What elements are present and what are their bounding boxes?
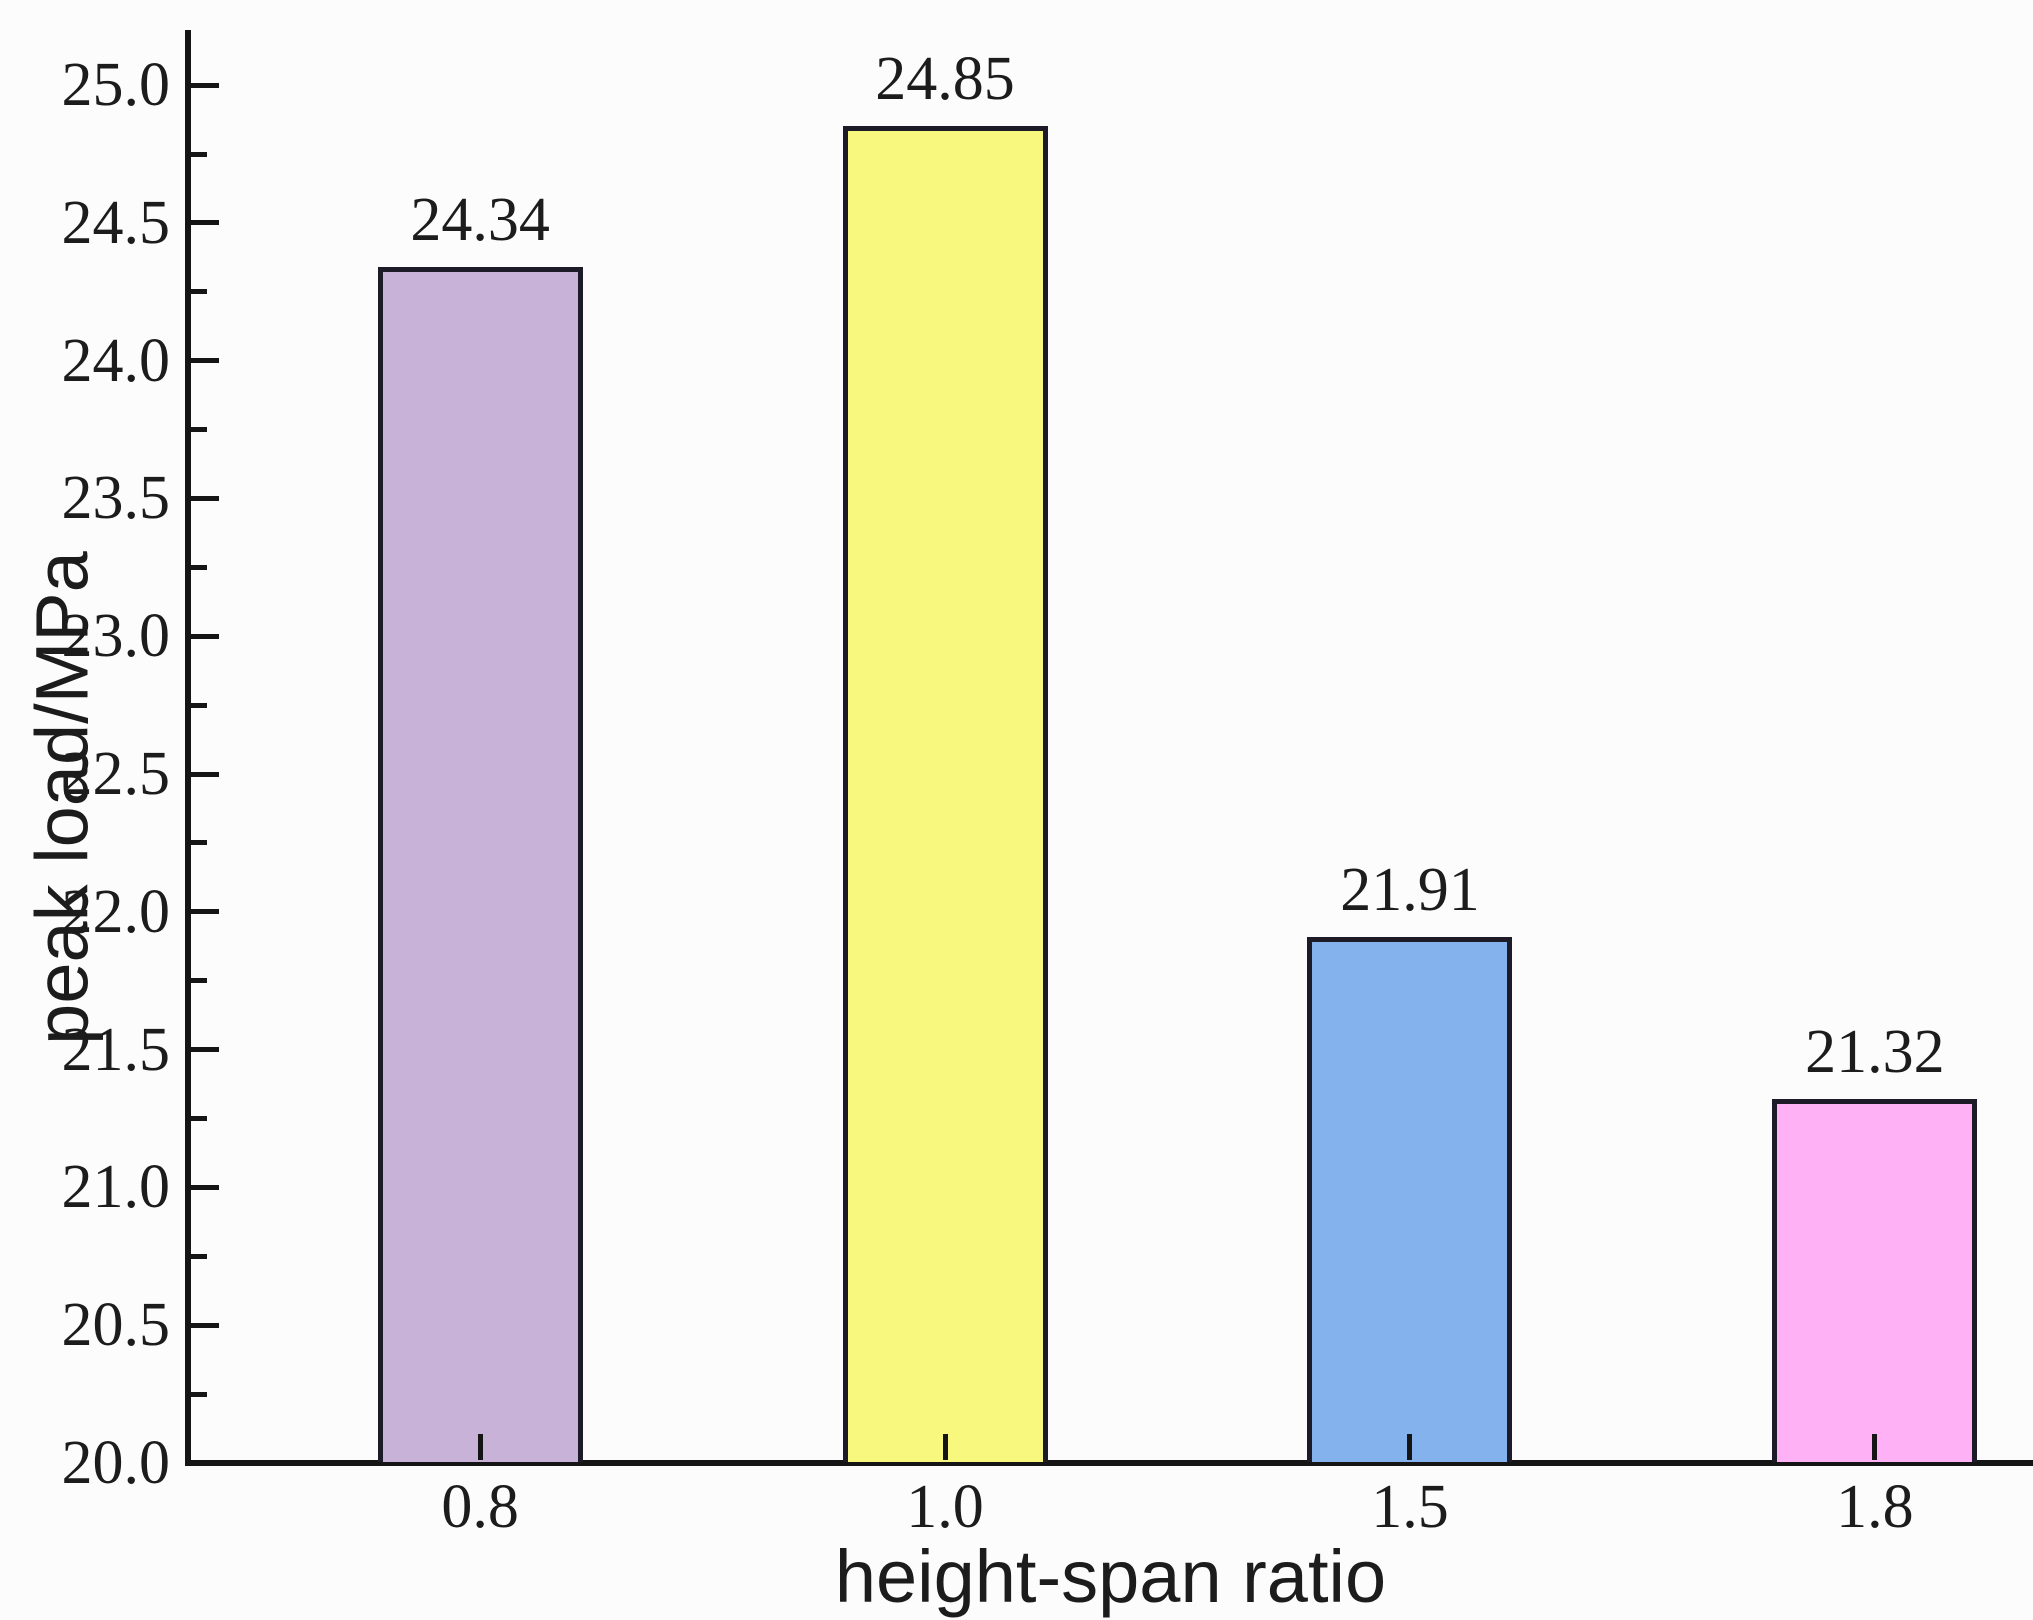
y-tick-label: 21.5 [61, 1015, 171, 1084]
y-minor-tick [191, 151, 207, 157]
x-major-tick [1407, 1434, 1413, 1460]
y-tick-label: 21.0 [61, 1153, 171, 1222]
y-minor-tick [191, 978, 207, 984]
bar-0.8 [377, 266, 583, 1462]
x-tick-label: 0.8 [441, 1473, 519, 1541]
y-tick-label: 22.5 [61, 740, 171, 809]
y-minor-tick [191, 1253, 207, 1259]
x-axis-title: height-span ratio [834, 1535, 1387, 1618]
y-major-tick [191, 1047, 219, 1053]
y-minor-tick [191, 289, 207, 295]
y-tick-label: 23.0 [61, 602, 171, 671]
y-minor-tick [191, 702, 207, 708]
y-axis-title: peak load/MPa [20, 551, 104, 1045]
y-major-tick [191, 495, 219, 501]
x-tick-label: 1.5 [1371, 1473, 1449, 1541]
y-major-tick [191, 1460, 219, 1466]
bar-value-label: 24.85 [875, 45, 1015, 114]
y-major-tick [191, 358, 219, 364]
y-major-tick [191, 1184, 219, 1190]
y-tick-label: 24.5 [61, 188, 171, 257]
x-major-tick [477, 1434, 483, 1460]
y-major-tick [191, 1322, 219, 1328]
y-minor-tick [191, 427, 207, 433]
y-axis-line [185, 30, 191, 1466]
y-major-tick [191, 82, 219, 88]
x-major-tick [1872, 1434, 1878, 1460]
y-tick-label: 23.5 [61, 464, 171, 533]
bar-value-label: 21.32 [1805, 1018, 1945, 1087]
x-axis-line [185, 1460, 2033, 1466]
y-major-tick [191, 220, 219, 226]
bar-value-label: 21.91 [1340, 855, 1480, 924]
x-tick-label: 1.8 [1836, 1473, 1914, 1541]
y-minor-tick [191, 1116, 207, 1122]
bar-1.8 [1772, 1099, 1978, 1462]
y-tick-label: 20.0 [61, 1429, 171, 1497]
bar-value-label: 24.34 [410, 185, 550, 254]
y-tick-label: 20.5 [61, 1291, 171, 1360]
y-major-tick [191, 909, 219, 915]
bar-1.0 [842, 126, 1048, 1462]
y-minor-tick [191, 1391, 207, 1397]
y-major-tick [191, 771, 219, 777]
y-major-tick [191, 633, 219, 639]
y-minor-tick [191, 564, 207, 570]
y-tick-label: 22.0 [61, 877, 171, 946]
x-tick-label: 1.0 [906, 1473, 984, 1541]
y-minor-tick [191, 840, 207, 846]
bar-1.5 [1307, 936, 1513, 1462]
y-tick-label: 24.0 [61, 326, 171, 395]
y-tick-label: 25.0 [61, 51, 171, 120]
x-major-tick [942, 1434, 948, 1460]
